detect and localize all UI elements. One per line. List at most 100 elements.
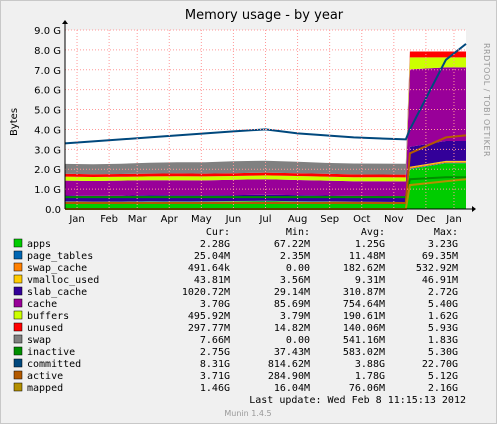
legend-max-page_tables: 69.35M (422, 251, 458, 262)
legend-name-slab_cache: slab_cache (27, 287, 87, 298)
legend-cur-page_tables: 25.04M (194, 251, 230, 262)
x-tick-label: Jan (68, 214, 84, 225)
legend-max-apps: 3.23G (428, 239, 458, 250)
legend-swatch-inactive (13, 346, 23, 356)
legend-header-max: Max: (434, 227, 458, 238)
area-cache (65, 67, 466, 197)
legend-name-vmalloc_used: vmalloc_used (27, 275, 99, 286)
legend-avg-inactive: 583.02M (343, 347, 385, 358)
legend-max-mapped: 2.16G (428, 383, 458, 394)
y-tick-label: 3.0 G (34, 145, 61, 156)
legend-swatch-page_tables (13, 250, 23, 260)
legend-name-mapped: mapped (27, 383, 63, 394)
legend-swatch-cache (13, 298, 23, 308)
line-inactive (65, 176, 466, 199)
legend-min-apps: 67.22M (274, 239, 310, 250)
legend-name-swap_cache: swap_cache (27, 263, 87, 274)
plot-area: 0.0 1.0 G 2.0 G 3.0 G 4.0 G 5.0 G 6.0 G 7.0 G 8.… (34, 20, 476, 225)
legend-swatch-mapped (13, 382, 23, 392)
y-tick-label: 1.0 G (34, 185, 61, 196)
legend-avg-mapped: 76.06M (349, 383, 385, 394)
legend-min-committed: 814.62M (268, 359, 310, 370)
x-tick-label: Jun (225, 214, 242, 225)
x-tick-label: Aug (288, 214, 308, 225)
x-tick-label: Oct (353, 214, 370, 225)
legend-avg-swap_cache: 182.62M (343, 263, 385, 274)
y-tick-label: 0.0 (45, 205, 61, 216)
y-tick-label: 4.0 G (34, 125, 61, 136)
legend-name-inactive: inactive (27, 347, 75, 358)
legend-min-inactive: 37.43M (274, 347, 310, 358)
legend-min-unused: 14.82M (274, 323, 310, 334)
legend-name-cache: cache (27, 299, 57, 310)
legend-max-swap: 1.83G (428, 335, 458, 346)
legend-swatch-apps (13, 238, 23, 248)
y-tick-label: 8.0 G (34, 46, 61, 57)
legend-min-cache: 85.69M (274, 299, 310, 310)
legend-max-swap_cache: 532.92M (416, 263, 458, 274)
legend-cur-committed: 8.31G (200, 359, 230, 370)
legend-swatch-swap (13, 334, 23, 344)
legend-min-swap: 0.00 (286, 335, 310, 346)
y-tick-label: 6.0 G (34, 86, 61, 97)
x-tick-label: Mar (128, 214, 148, 225)
legend-header-avg: Avg: (361, 227, 385, 238)
x-tick-label: May (191, 214, 212, 225)
chart-title: Memory usage - by year (185, 8, 344, 23)
legend-cur-vmalloc_used: 43.81M (194, 275, 230, 286)
legend-avg-apps: 1.25G (355, 239, 385, 250)
legend-header-cur: Cur: (206, 227, 230, 238)
legend-swatch-slab_cache (13, 286, 23, 296)
y-tick-label: 2.0 G (34, 165, 61, 176)
munin-version: Munin 1.4.5 (224, 409, 271, 418)
y-axis-label: Bytes (9, 108, 20, 136)
legend-swatch-buffers (13, 310, 23, 320)
legend-header-min: Min: (286, 227, 310, 238)
x-tick-label: Jan (445, 214, 461, 225)
legend-cur-apps: 2.28G (200, 239, 230, 250)
legend-avg-page_tables: 11.48M (349, 251, 385, 262)
legend-avg-slab_cache: 310.87M (343, 287, 385, 298)
legend-max-slab_cache: 2.72G (428, 287, 458, 298)
last-update-text: Last update: Wed Feb 8 11:15:13 2012 (249, 395, 466, 406)
x-tick-label: Feb (100, 214, 118, 225)
legend-avg-buffers: 190.61M (343, 311, 385, 322)
legend-cur-unused: 297.77M (188, 323, 230, 334)
legend-name-page_tables: page_tables (27, 251, 93, 262)
legend-avg-vmalloc_used: 9.31M (355, 275, 385, 286)
legend-cur-cache: 3.70G (200, 299, 230, 310)
legend-min-mapped: 16.04M (274, 383, 310, 394)
line-active (65, 134, 467, 204)
legend-min-active: 284.90M (268, 371, 310, 382)
legend-min-page_tables: 2.35M (280, 251, 310, 262)
legend-min-swap_cache: 0.00 (286, 263, 310, 274)
legend-cur-swap: 7.66M (200, 335, 230, 346)
legend-name-active: active (27, 371, 63, 382)
legend-swatch-swap_cache (13, 262, 23, 272)
legend-max-unused: 5.93G (428, 323, 458, 334)
legend-swatch-active (13, 370, 23, 380)
legend-name-buffers: buffers (27, 311, 69, 322)
legend-min-buffers: 3.79M (280, 311, 310, 322)
legend-name-committed: committed (27, 359, 81, 370)
legend-avg-active: 1.78G (355, 371, 385, 382)
legend-avg-unused: 140.06M (343, 323, 385, 334)
x-axis-arrow (472, 206, 476, 212)
legend-max-inactive: 5.30G (428, 347, 458, 358)
x-tick-label: Dec (416, 214, 435, 225)
y-tick-label: 9.0 G (34, 26, 61, 37)
legend-name-unused: unused (27, 323, 63, 334)
legend-max-cache: 5.40G (428, 299, 458, 310)
legend-max-vmalloc_used: 46.91M (422, 275, 458, 286)
x-tick-label: Apr (161, 214, 179, 225)
legend: Cur: Min: Avg: Max: apps 2.28G 67.22M 1.25G 3.23… (13, 227, 458, 394)
x-tick-label: Nov (384, 214, 404, 225)
legend-avg-cache: 754.64M (343, 299, 385, 310)
x-tick-label: Jul (258, 214, 271, 225)
legend-swatch-vmalloc_used (13, 274, 23, 284)
legend-swatch-unused (13, 322, 23, 332)
legend-name-apps: apps (27, 239, 51, 250)
y-axis-arrow (62, 20, 68, 24)
legend-avg-committed: 3.88G (355, 359, 385, 370)
legend-cur-buffers: 495.92M (188, 311, 230, 322)
